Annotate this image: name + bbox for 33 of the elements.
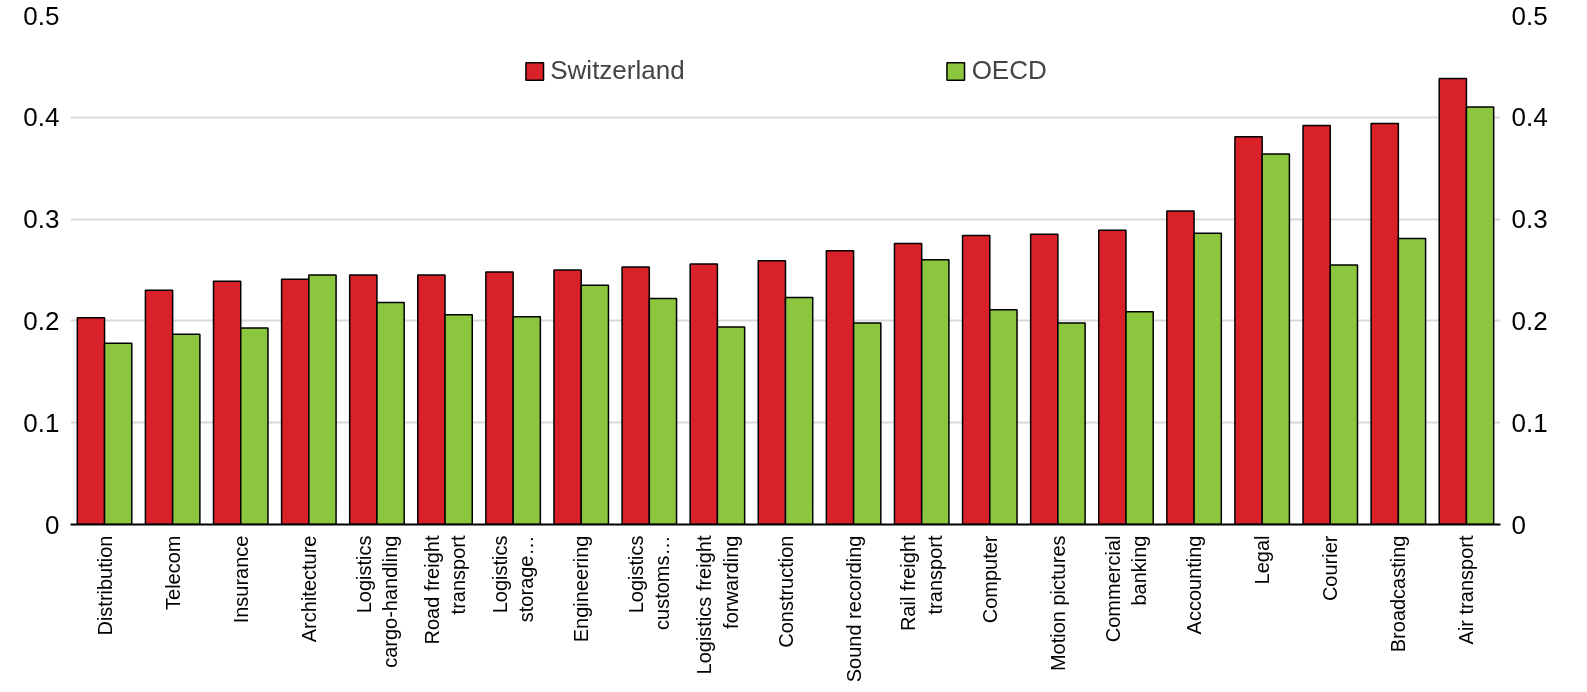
- x-tick-label: Logistics cargo-handling: [352, 535, 402, 668]
- x-tick-label: Accounting: [1183, 535, 1206, 635]
- y-tick-label: 0.4: [23, 102, 60, 133]
- x-tick-label: Computer: [978, 535, 1001, 624]
- y-tick-label: 0.2: [23, 305, 60, 336]
- x-tick-label: Telecom: [161, 535, 184, 610]
- x-tick-label: Sound recording: [842, 535, 865, 683]
- x-tick-label: Logistics customs…: [625, 535, 674, 630]
- legend-label: Switzerland: [550, 55, 685, 86]
- y-tick-label: 0.1: [23, 407, 60, 438]
- x-tick-label: Construction: [774, 535, 797, 648]
- x-tick-label: Motion pictures: [1046, 535, 1069, 672]
- y2-tick-label: 0.1: [1511, 407, 1548, 438]
- x-tick-label: Rail freight transport: [897, 535, 946, 632]
- x-tick-label: Courier: [1319, 535, 1342, 602]
- y2-tick-label: 0.2: [1511, 305, 1548, 336]
- x-tick-label: Engineering: [570, 535, 593, 643]
- x-tick-label: Commercial banking: [1101, 535, 1151, 643]
- y2-tick-label: 0: [1511, 509, 1526, 540]
- x-tick-label: Logistics storage…: [488, 535, 538, 623]
- x-tick-label: Broadcasting: [1387, 535, 1410, 653]
- x-tick-label: Distribution: [93, 535, 116, 636]
- y2-tick-label: 0.3: [1511, 204, 1548, 235]
- legend-label: OECD: [971, 55, 1047, 86]
- x-tick-label: Architecture: [297, 535, 320, 643]
- x-tick-label: Air transport: [1455, 535, 1478, 645]
- x-tick-label: Legal: [1251, 535, 1274, 585]
- y2-tick-label: 0.5: [1511, 0, 1548, 31]
- y2-tick-label: 0.4: [1511, 102, 1548, 133]
- x-tick-label: Insurance: [229, 535, 252, 624]
- y-tick-label: 0.3: [23, 204, 60, 235]
- y-tick-label: 0: [45, 509, 60, 540]
- y-tick-label: 0.5: [23, 0, 60, 31]
